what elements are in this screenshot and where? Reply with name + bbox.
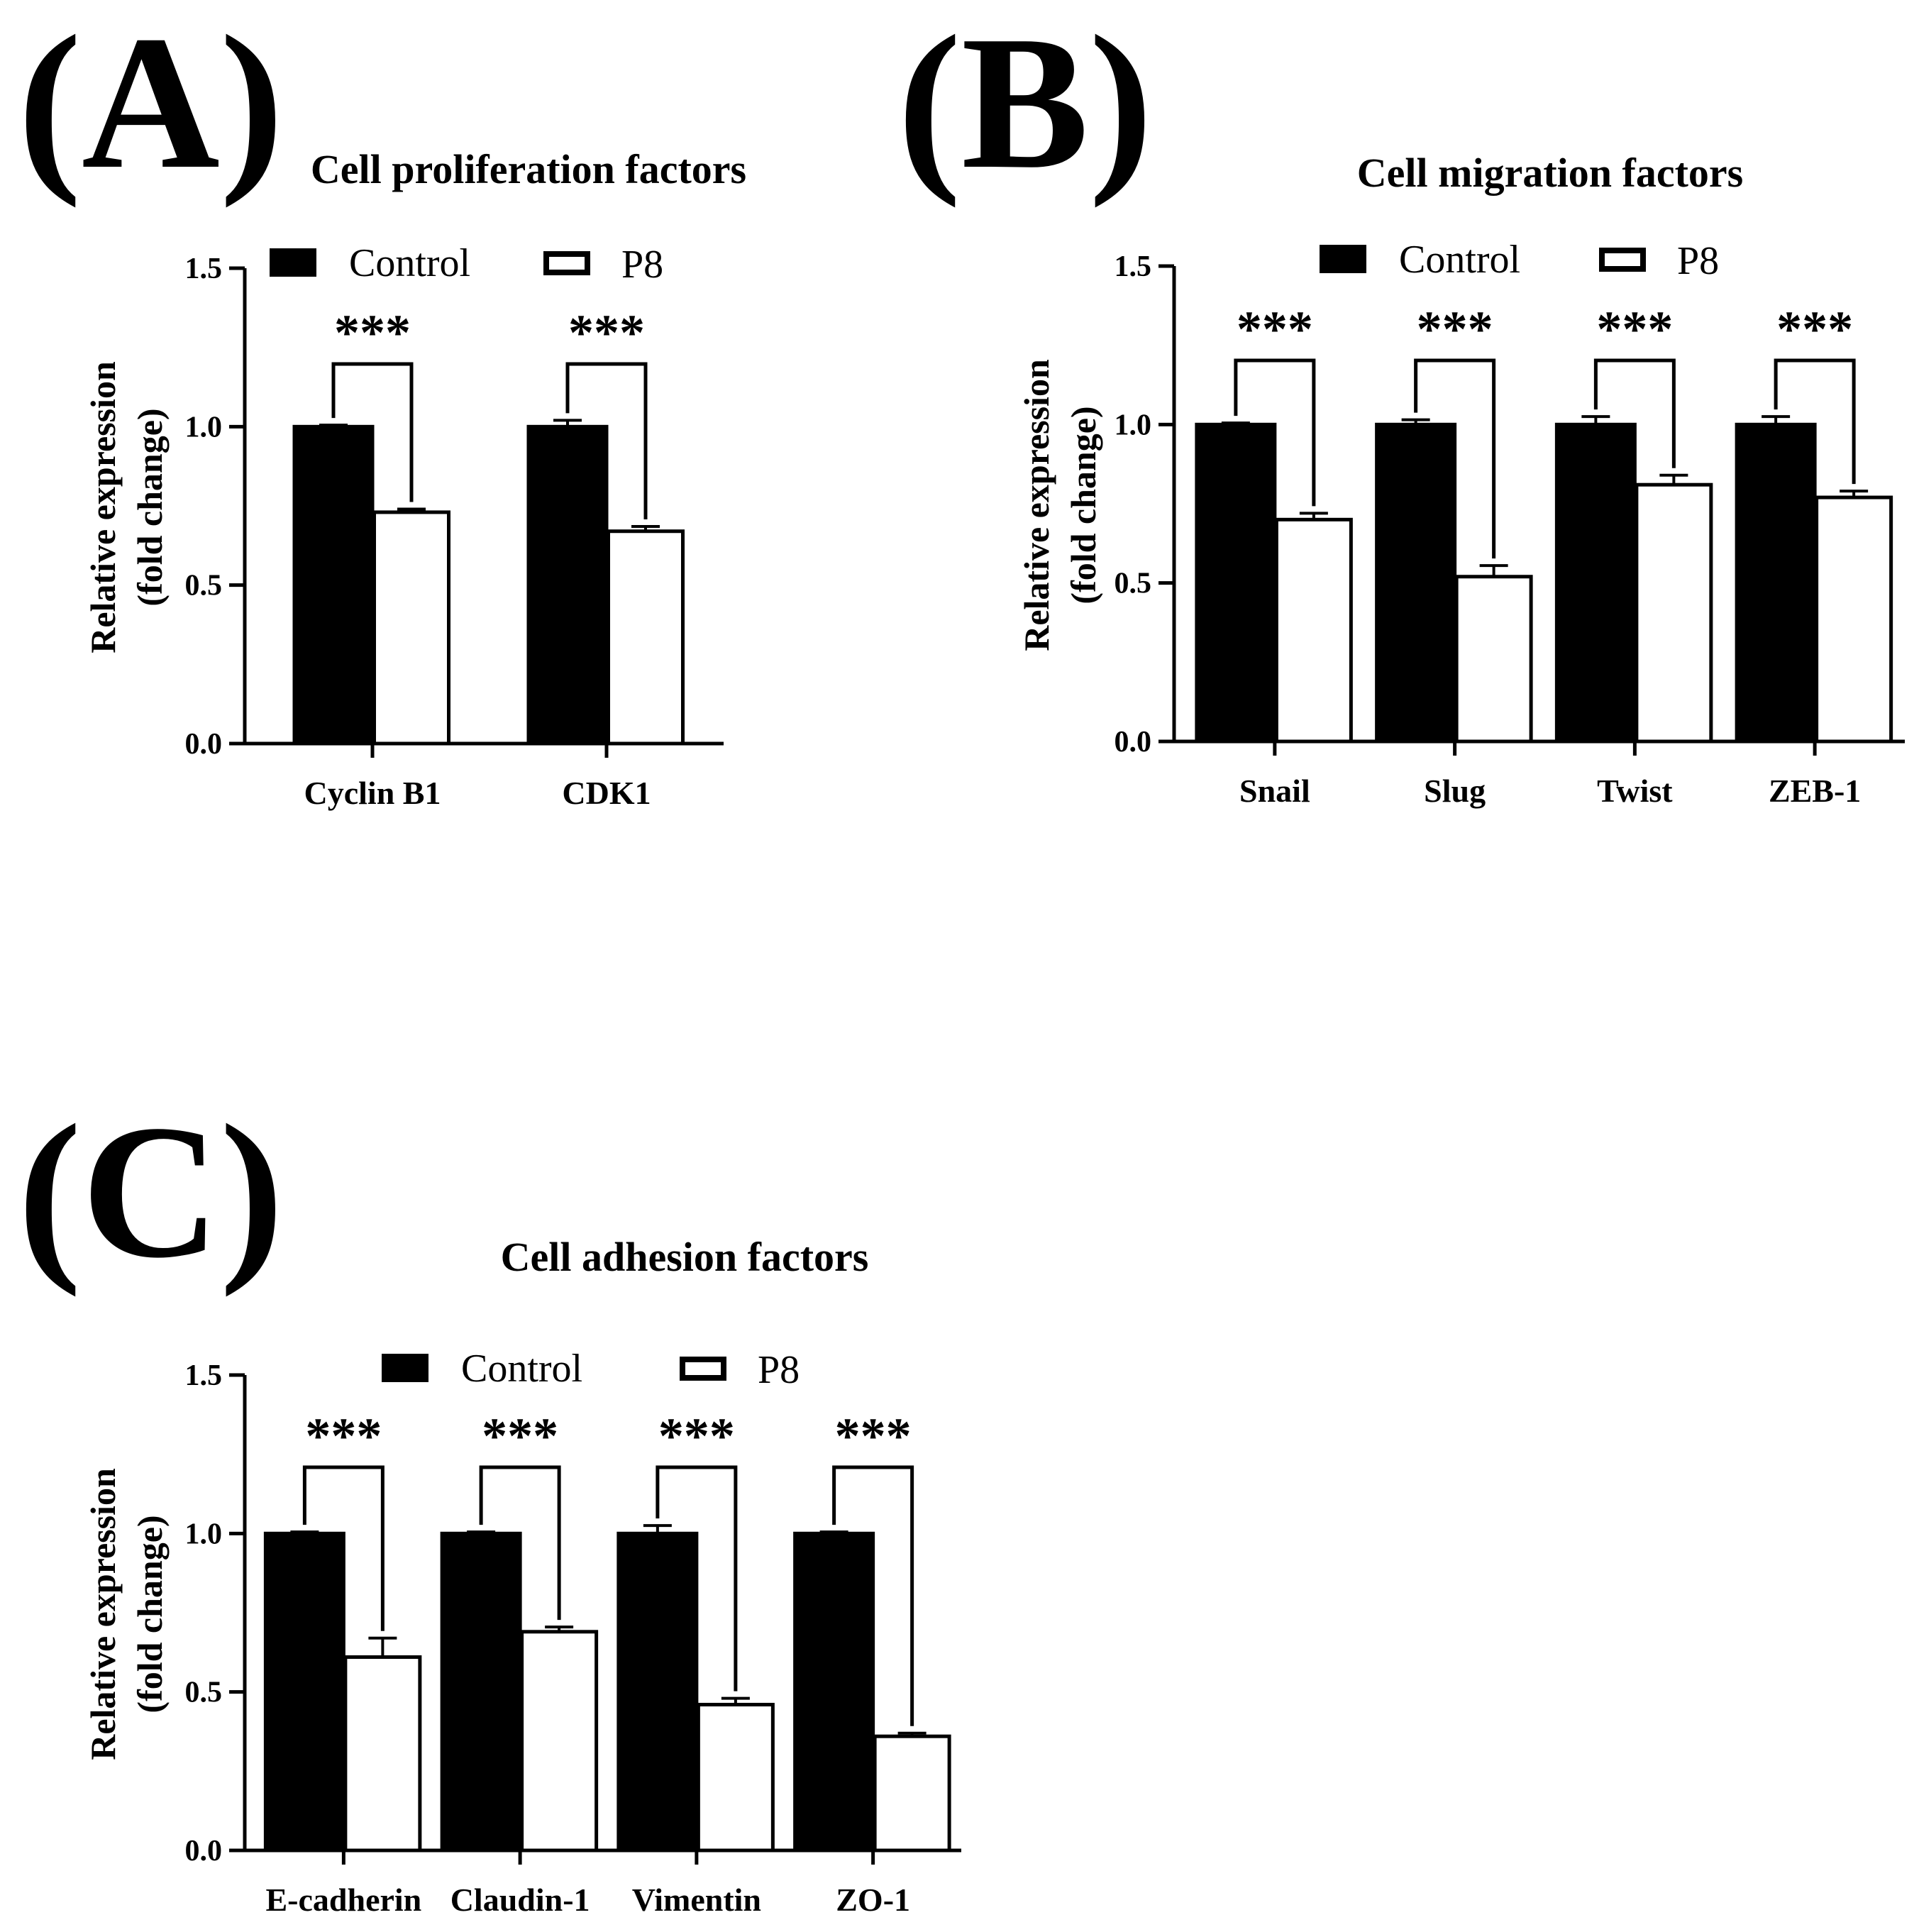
- bar-control: [1375, 422, 1457, 744]
- panel-label-b: (B): [897, 0, 1153, 209]
- bar-p8: [520, 1630, 599, 1853]
- legend-label-control: Control: [1399, 238, 1520, 282]
- x-tick-label: CDK1: [562, 775, 651, 811]
- bar-p8: [1635, 482, 1713, 744]
- x-tick-label: ZO-1: [836, 1882, 910, 1918]
- y-tick-label: 1.5: [1115, 250, 1152, 283]
- bar-control: [616, 1531, 699, 1853]
- chart-migration: Cell migration factors Relative expressio…: [1017, 150, 1905, 809]
- bar-control: [526, 424, 609, 746]
- x-tick-label: Snail: [1239, 773, 1310, 809]
- y-axis-label-units: (fold change): [130, 1515, 170, 1713]
- y-tick-label: 1.0: [1115, 409, 1152, 441]
- legend-label-p8: P8: [758, 1348, 800, 1392]
- y-tick-label: 0.0: [185, 728, 223, 761]
- significance-bracket: [1414, 358, 1496, 559]
- y-tick-label: 0.5: [185, 570, 223, 602]
- significance-label: ***: [305, 1408, 382, 1464]
- legend-label-p8: P8: [1677, 239, 1719, 283]
- legend-swatch-control: [270, 248, 316, 277]
- y-tick-label: 0.0: [1115, 726, 1152, 758]
- chart-title: Cell migration factors: [1357, 150, 1743, 196]
- significance-label: ***: [1596, 301, 1673, 358]
- bar-p8: [372, 510, 450, 746]
- chart-adhesion: Cell adhesion factors Relative expression…: [83, 1234, 961, 1918]
- panel-label-a: (A): [18, 0, 284, 209]
- y-axis-label: Relative expression: [1017, 359, 1056, 651]
- y-tick-label: 0.0: [185, 1835, 223, 1867]
- bar-p8: [873, 1734, 951, 1853]
- x-tick-label: Vimentin: [632, 1882, 761, 1918]
- bar-control: [263, 1531, 345, 1853]
- legend-swatch-control: [382, 1354, 428, 1382]
- significance-bracket: [565, 362, 648, 520]
- bar-p8: [696, 1703, 775, 1853]
- significance-bracket: [1774, 358, 1856, 485]
- y-axis-label: Relative expression: [83, 361, 123, 653]
- y-axis-label-units: (fold change): [1063, 406, 1103, 604]
- legend-label-control: Control: [461, 1347, 582, 1391]
- significance-label: ***: [658, 1408, 735, 1464]
- significance-bracket: [1234, 358, 1316, 507]
- significance-label: ***: [334, 304, 411, 361]
- significance-label: ***: [1237, 301, 1313, 358]
- legend-label-control: Control: [349, 241, 470, 285]
- bar-control: [440, 1531, 522, 1853]
- significance-bracket: [479, 1465, 561, 1621]
- bar-control: [1195, 422, 1277, 744]
- legend-swatch-p8: [1599, 248, 1646, 272]
- significance-bracket: [1593, 358, 1676, 468]
- significance-bracket: [302, 1465, 385, 1631]
- chart-proliferation: Cell proliferation factors Relative expre…: [83, 146, 746, 811]
- chart-title: Cell proliferation factors: [311, 146, 746, 192]
- bar-p8: [1274, 517, 1353, 744]
- significance-label: ***: [568, 304, 645, 361]
- legend-label-p8: P8: [621, 243, 663, 287]
- x-tick-label: Twist: [1597, 773, 1673, 809]
- significance-label: ***: [835, 1408, 912, 1464]
- y-axis-label: Relative expression: [83, 1468, 123, 1760]
- y-axis-label-units: (fold change): [130, 408, 170, 606]
- legend-swatch-p8: [680, 1357, 726, 1381]
- significance-bracket: [656, 1465, 738, 1691]
- x-tick-label: Slug: [1424, 773, 1486, 809]
- significance-label: ***: [1417, 301, 1493, 358]
- bar-p8: [1454, 575, 1533, 744]
- x-tick-label: E-cadherin: [265, 1882, 421, 1918]
- bar-control: [1735, 422, 1817, 744]
- y-tick-label: 1.5: [185, 1359, 223, 1392]
- bar-p8: [1815, 495, 1893, 744]
- panel-label-c: (C): [18, 1086, 284, 1298]
- x-tick-label: Claudin-1: [450, 1882, 590, 1918]
- bar-control: [292, 424, 375, 746]
- chart-title: Cell adhesion factors: [501, 1234, 869, 1280]
- legend-swatch-control: [1320, 245, 1366, 273]
- significance-bracket: [832, 1465, 914, 1726]
- y-tick-label: 1.5: [185, 253, 223, 285]
- bar-p8: [607, 529, 685, 746]
- significance-label: ***: [482, 1408, 558, 1464]
- legend-swatch-p8: [543, 251, 590, 275]
- bar-p8: [343, 1655, 422, 1853]
- y-tick-label: 0.5: [185, 1677, 223, 1709]
- significance-bracket: [331, 362, 414, 502]
- x-tick-label: ZEB-1: [1769, 773, 1861, 809]
- bar-control: [1554, 422, 1637, 744]
- y-tick-label: 1.0: [185, 411, 223, 443]
- x-tick-label: Cyclin B1: [304, 775, 441, 811]
- y-tick-label: 0.5: [1115, 568, 1152, 600]
- bar-control: [793, 1531, 875, 1853]
- significance-label: ***: [1776, 301, 1853, 358]
- y-tick-label: 1.0: [185, 1518, 223, 1550]
